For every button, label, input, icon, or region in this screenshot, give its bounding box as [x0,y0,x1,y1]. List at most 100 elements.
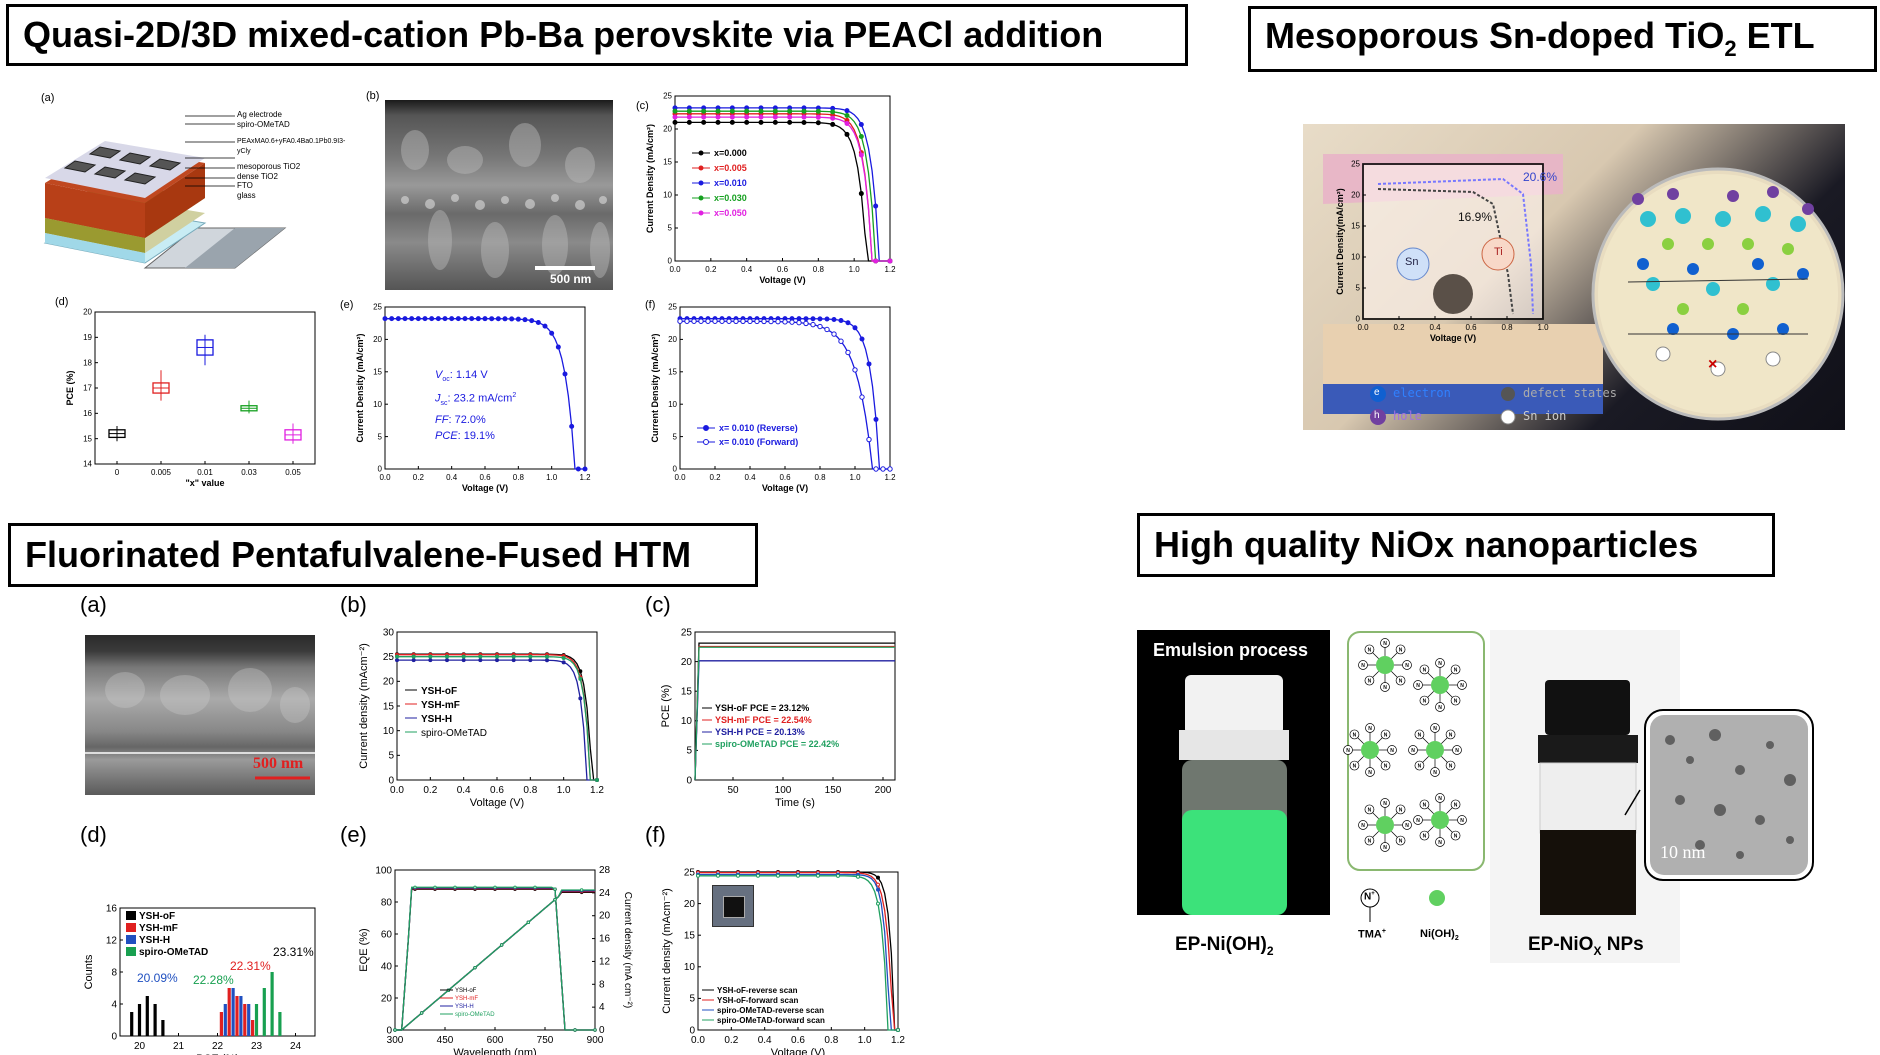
legend-electron-glyph: e [1374,387,1380,398]
curve-marker [578,696,583,701]
x-tick-label: 0 [115,468,120,477]
x-tick-label: 1.0 [557,785,571,796]
x-tick-label: 0.2 [709,473,721,482]
y-tick-label: 16 [106,903,118,914]
tma-head [1364,804,1375,815]
curve-marker [701,108,707,114]
curve-marker [478,654,483,659]
legend-entry: spiro-OMeTAD [455,1012,495,1018]
histogram-bar [254,1004,259,1036]
layer-label: PEAxMA0.6+yFA0.4Ba0.1Pb0.9I3-yCly [237,138,346,155]
y-axis-label: Current Density (mA/cm²) [645,124,655,233]
tma-n-glyph: N [1368,839,1372,845]
panel-label: (e) [340,822,367,847]
q1-panel-b-sem: (b) 500 nm [360,88,620,293]
vial-green [1137,675,1330,963]
x-axis-label: Voltage (V) [759,275,805,285]
x-axis-label: Voltage (V) [470,797,524,809]
tma-head [1380,682,1390,692]
legend-electron: electron [1393,386,1451,400]
curve-marker [729,108,735,114]
hysteresis-chart: 0.0 0.2 0.4 0.6 0.8 1.0 1.2 0 5 10 15 20 25 Voltage (… [650,303,896,493]
y-tick-label: 15 [684,931,696,942]
curve-marker [772,108,778,114]
tma-head [1419,664,1430,675]
curve-marker [513,885,517,889]
tma-head [1364,835,1375,846]
y-tick-label: 20 [83,308,92,317]
tma-n-glyph: N [1390,748,1394,754]
curve-marker [522,317,528,323]
legend-marker [698,180,704,186]
x-tick-label: 1.0 [1537,323,1549,332]
x-tick-label: 21 [173,1041,185,1052]
q1-panel-d-pce-box: (d) 0 0.005 0.01 0.03 0.05 14 15 16 17 18 19 20 "x" … [55,292,320,497]
y-tick-label: 25 [373,303,382,312]
y-tick-label: 4 [111,999,117,1010]
curve-marker [729,114,735,120]
x-tick-label: 900 [587,1035,604,1046]
y-tick-label: 15 [668,367,677,376]
curve-marker [428,658,433,663]
annotation-23-31: 23.31% [273,945,314,959]
q1-panel-e-champion-jv: (e) 0.0 0.2 0.4 0.6 0.8 1.0 1.2 0 5 10 15 20 25 Volta… [340,295,600,500]
curve-marker [796,319,802,326]
curve-marker [801,108,807,114]
y-tick-label: 0 [1356,315,1361,324]
curve-marker [830,109,836,115]
curve-marker [502,316,508,322]
htm-jv-chart: 0.0 0.2 0.4 0.6 0.8 1.0 1.2 0 5 10 15 20 25 30 Voltage… [358,627,604,809]
curve-marker [672,119,678,125]
tma-n-glyph: N [1368,726,1372,732]
curve-marker [701,114,707,120]
q4-emulsion-photo: Emulsion process EP-Ni(OH)2 [1137,630,1330,963]
x-tick-label: 0.4 [758,1035,772,1046]
histogram-bar [278,1012,282,1036]
integrated-jsc-curve-3 [395,889,595,1031]
y-tick-label: 16 [83,409,92,418]
histogram-bar [130,1012,134,1036]
curve-marker [442,316,448,322]
curve-marker [887,258,893,264]
x-tick-label: 0.8 [814,473,826,482]
x-axis-label: Voltage (V) [1430,333,1476,343]
layer-label: Ag electrode [237,110,282,119]
panel-label: (d) [55,296,69,308]
curve-marker [715,119,721,125]
tma-head [1430,767,1440,777]
curve-marker [844,131,850,137]
tma-n-glyph: N [1418,732,1422,738]
curve-marker [729,119,735,125]
curve-marker [495,658,499,663]
curve-marker [775,318,781,325]
annotation-22-31: 22.31% [230,959,271,973]
legend-entry: YSH-oF-reverse scan [717,986,798,995]
tma-head [1435,793,1445,803]
curve-marker [445,658,449,663]
curve-marker [419,1011,424,1015]
annotation-20-09: 20.09% [137,971,178,985]
vial-black-with-tem [1490,630,1814,963]
curve-marker [475,316,481,322]
legend-marker [698,195,704,201]
curve-marker [810,316,816,322]
legend-entry: x=0.005 [714,163,747,173]
x-tick-label: 0.2 [724,1035,738,1046]
tma-head [1402,660,1412,670]
tma-n-glyph: N [1383,845,1387,851]
jv-curve-x=0.005 [675,113,890,262]
tma-head [1413,680,1423,690]
y-tick-label: 25 [1351,160,1360,169]
panel-label: (c) [645,592,671,617]
panel-label: (f) [645,299,656,311]
curve-marker [789,319,795,325]
curve-marker [478,658,483,663]
x-tick-label: 100 [775,785,792,796]
y-axis-label: Current Density(mA/cm²) [1335,188,1345,295]
x-tick-label: 0.4 [744,473,756,482]
curve-marker [411,654,416,659]
tma-n-glyph: N [1384,732,1388,738]
tma-head [1349,729,1360,740]
curve-marker [698,318,704,324]
